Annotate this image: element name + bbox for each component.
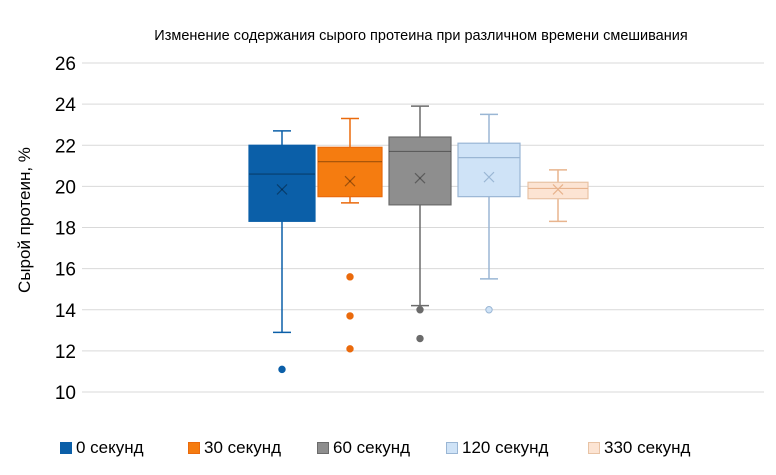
outlier-point — [346, 312, 354, 320]
y-tick-label: 16 — [55, 260, 76, 281]
mean-marker — [344, 175, 356, 187]
legend-swatch — [446, 442, 458, 454]
box-series-0 — [248, 130, 316, 374]
y-tick-label: 26 — [55, 54, 76, 75]
mean-marker — [483, 171, 495, 183]
y-axis-ticks: 10 12 14 16 18 20 22 24 26 — [55, 54, 77, 404]
legend-item-0: 0 секунд — [60, 436, 144, 460]
box-series-1 — [317, 117, 383, 353]
y-tick-label: 10 — [55, 383, 76, 404]
y-tick-label: 18 — [55, 219, 76, 240]
legend-label: 0 секунд — [76, 438, 144, 457]
y-tick-label: 12 — [55, 342, 76, 363]
chart-title: Изменение содержания сырого протеина при… — [154, 28, 687, 44]
box-series-4 — [527, 169, 589, 223]
legend-item-4: 330 секунд — [588, 436, 690, 460]
legend-label: 330 секунд — [604, 438, 691, 457]
outlier-point — [416, 306, 424, 314]
boxes — [248, 105, 589, 374]
y-tick-label: 24 — [55, 95, 77, 116]
y-tick-label: 14 — [55, 301, 77, 322]
outlier-point — [416, 334, 424, 343]
legend-swatch — [188, 442, 200, 454]
box-series-2 — [388, 105, 452, 343]
legend-label: 60 секунд — [333, 438, 411, 457]
y-tick-label: 22 — [55, 136, 76, 157]
legend-item-3: 120 секунд — [446, 436, 548, 460]
outlier-point — [346, 345, 354, 353]
mean-marker — [344, 175, 356, 187]
box — [317, 146, 383, 198]
legend: 0 секунд 30 секунд 60 секунд 120 секунд … — [60, 436, 760, 460]
mean-marker — [414, 172, 426, 184]
legend-swatch — [60, 442, 72, 454]
legend-label: 120 секунд — [462, 438, 549, 457]
box-series-3 — [457, 113, 521, 314]
legend-swatch — [588, 442, 600, 454]
legend-swatch — [317, 442, 329, 454]
legend-label: 30 секунд — [204, 438, 282, 457]
mean-marker — [414, 172, 426, 184]
box — [527, 181, 589, 200]
outlier-point — [278, 365, 286, 374]
legend-item-2: 60 секунд — [317, 436, 410, 460]
mean-marker — [552, 184, 564, 195]
box — [248, 144, 316, 222]
box — [457, 142, 521, 198]
outlier-point — [346, 273, 354, 281]
mean-marker — [276, 184, 288, 195]
legend-item-1: 30 секунд — [188, 436, 281, 460]
box — [388, 136, 452, 206]
y-tick-label: 20 — [55, 177, 76, 198]
y-axis-label: Сырой протеин, % — [15, 147, 34, 293]
mean-marker — [276, 184, 288, 195]
outlier-point — [485, 306, 493, 314]
gridlines — [82, 62, 764, 393]
